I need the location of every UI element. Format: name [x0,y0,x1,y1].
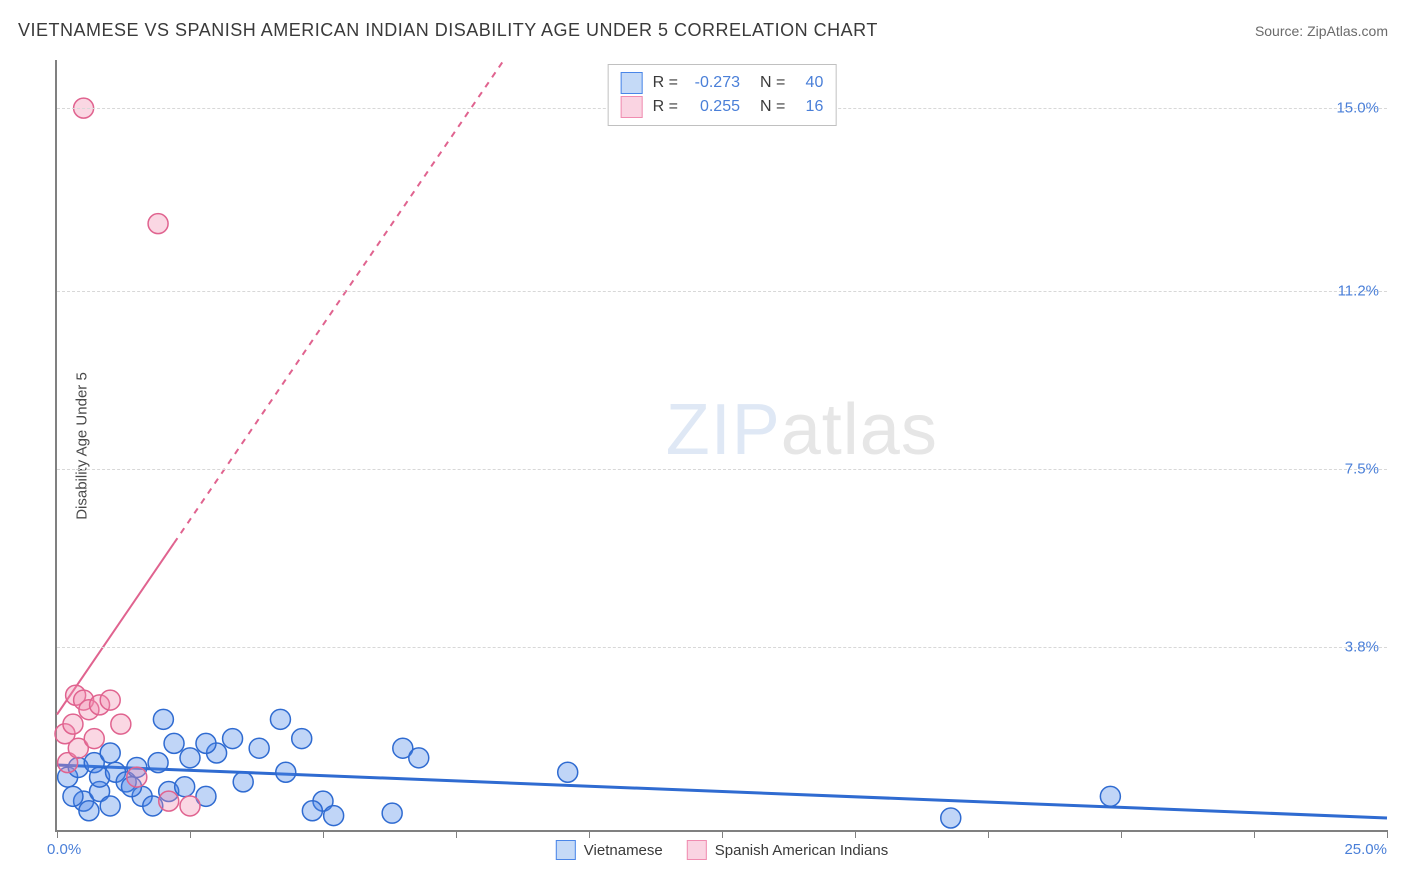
data-point [148,753,168,773]
bottom-legend: Vietnamese Spanish American Indians [556,840,888,860]
data-point [175,777,195,797]
data-point [1100,786,1120,806]
data-point [180,796,200,816]
x-tick [722,830,723,838]
x-tick [1121,830,1122,838]
x-tick [1387,830,1388,838]
chart-title: VIETNAMESE VS SPANISH AMERICAN INDIAN DI… [18,20,878,41]
stats-row: R = 0.255 N = 16 [621,95,824,119]
y-tick-label: 3.8% [1345,639,1379,656]
data-point [276,762,296,782]
data-point [223,729,243,749]
data-point [558,762,578,782]
data-point [233,772,253,792]
data-point [164,733,184,753]
data-point [196,733,216,753]
stats-legend-box: R = -0.273 N = 40 R = 0.255 N = 16 [608,64,837,126]
gridline [57,291,1387,292]
data-point [111,714,131,734]
data-point [249,738,269,758]
x-tick [456,830,457,838]
legend-swatch [621,96,643,118]
stat-n-value: 40 [795,71,823,95]
data-point [292,729,312,749]
legend-swatch [621,72,643,94]
chart-source: Source: ZipAtlas.com [1255,23,1388,39]
plot-svg [57,60,1387,830]
x-tick [988,830,989,838]
x-tick [190,830,191,838]
x-tick [855,830,856,838]
data-point [63,786,83,806]
x-max-label: 25.0% [1344,841,1387,858]
data-point [100,796,120,816]
stat-r-value: -0.273 [688,71,740,95]
legend-label: Spanish American Indians [715,842,888,859]
gridline [57,469,1387,470]
stat-n-label: N = [760,71,785,95]
x-tick [323,830,324,838]
data-point [382,803,402,823]
data-point [63,714,83,734]
legend-swatch [556,840,576,860]
stat-r-label: R = [653,71,678,95]
stat-r-value: 0.255 [688,95,740,119]
x-origin-label: 0.0% [47,841,81,858]
y-tick-label: 11.2% [1338,283,1379,300]
data-point [159,791,179,811]
plot-area: ZIPatlas 3.8%7.5%11.2%15.0% 0.0% 25.0% R… [55,60,1387,832]
y-tick-label: 15.0% [1336,100,1379,117]
x-tick [589,830,590,838]
data-point [100,743,120,763]
stat-n-value: 16 [795,95,823,119]
data-point [270,709,290,729]
data-point [941,808,961,828]
data-point [84,729,104,749]
x-tick [57,830,58,838]
legend-swatch [687,840,707,860]
data-point [409,748,429,768]
legend-item: Vietnamese [556,840,663,860]
y-tick-label: 7.5% [1345,461,1379,478]
data-point [79,801,99,821]
stat-n-label: N = [760,95,785,119]
data-point [100,690,120,710]
gridline [57,647,1387,648]
data-point [302,801,322,821]
stats-row: R = -0.273 N = 40 [621,71,824,95]
data-point [153,709,173,729]
data-point [324,806,344,826]
x-tick [1254,830,1255,838]
data-point [180,748,200,768]
legend-label: Vietnamese [584,842,663,859]
stat-r-label: R = [653,95,678,119]
data-point [127,767,147,787]
data-point [148,214,168,234]
trendline-dashed [174,60,504,543]
legend-item: Spanish American Indians [687,840,888,860]
trendline [57,765,1387,818]
